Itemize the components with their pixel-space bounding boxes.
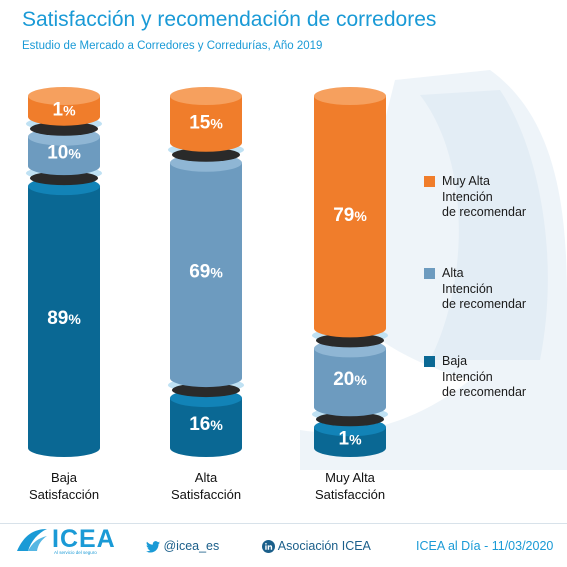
bar-segment-top xyxy=(170,87,242,105)
bar-separator-ring xyxy=(172,147,240,162)
data-label: 79% xyxy=(333,205,367,226)
footer-twitter[interactable]: @icea_es xyxy=(146,539,219,553)
data-label: 10% xyxy=(47,142,81,163)
data-label: 1% xyxy=(52,99,76,120)
bar-segment-top xyxy=(314,87,386,105)
bar-segment-top xyxy=(28,87,100,105)
data-label: 20% xyxy=(333,369,367,390)
data-label: 15% xyxy=(189,112,223,133)
icea-logo-text: ICEA xyxy=(52,525,116,553)
icea-logo: ICEA Al servicio del seguro xyxy=(14,525,116,557)
bar-separator-ring xyxy=(316,412,384,427)
data-label: 16% xyxy=(189,414,223,435)
bar-segment-body xyxy=(170,162,242,388)
bar-separator-ring xyxy=(172,383,240,398)
legend-label: Baja Intención de recomendar xyxy=(442,354,527,399)
bar-segment-body xyxy=(314,348,386,417)
bar-separator-ring xyxy=(30,121,98,136)
page-title: Satisfacción y recomendación de corredor… xyxy=(22,8,437,31)
bar-segment-body xyxy=(314,96,386,338)
bar-segment-body xyxy=(28,186,100,457)
linkedin-icon xyxy=(262,540,275,554)
data-label: 89% xyxy=(47,308,81,329)
page-subtitle: Estudio de Mercado a Corredores y Corred… xyxy=(22,40,323,52)
stacked-cylinder-chart: 89% 10% 1% 16% 69% 15% 1% 20% 79% xyxy=(26,70,567,470)
linkedin-name: Asociación ICEA xyxy=(277,539,371,553)
category-label: Alta Satisfacción xyxy=(170,470,242,502)
bar-separator-ring xyxy=(316,333,384,348)
footer-source: ICEA al Día - 11/03/2020 xyxy=(416,539,554,553)
data-label: 69% xyxy=(189,261,223,282)
legend-swatch xyxy=(424,176,435,187)
bar-segment xyxy=(28,87,101,126)
footer-divider xyxy=(0,523,567,524)
footer-linkedin[interactable]: Asociación ICEA xyxy=(262,539,371,554)
bar-segment xyxy=(314,87,386,338)
category-label: Muy Alta Satisfacción xyxy=(314,470,386,502)
icea-logo-mark-icon xyxy=(17,529,47,551)
bar-segment-body xyxy=(170,96,242,152)
legend-swatch xyxy=(424,268,435,279)
twitter-bird-icon xyxy=(146,540,160,553)
legend-swatch xyxy=(424,356,435,367)
bar-segment xyxy=(170,87,242,152)
bar-segment-body xyxy=(28,136,101,176)
legend-label: Muy Alta Intención de recomendar xyxy=(442,174,527,219)
twitter-handle: @icea_es xyxy=(163,539,220,553)
bar-segment-body xyxy=(170,398,242,457)
icea-logo-tagline: Al servicio del seguro xyxy=(54,550,97,555)
legend-label: Alta Intención de recomendar xyxy=(442,266,527,311)
bar-separator-ring xyxy=(30,171,98,186)
data-label: 1% xyxy=(338,429,362,450)
category-label: Baja Satisfacción xyxy=(28,470,100,502)
